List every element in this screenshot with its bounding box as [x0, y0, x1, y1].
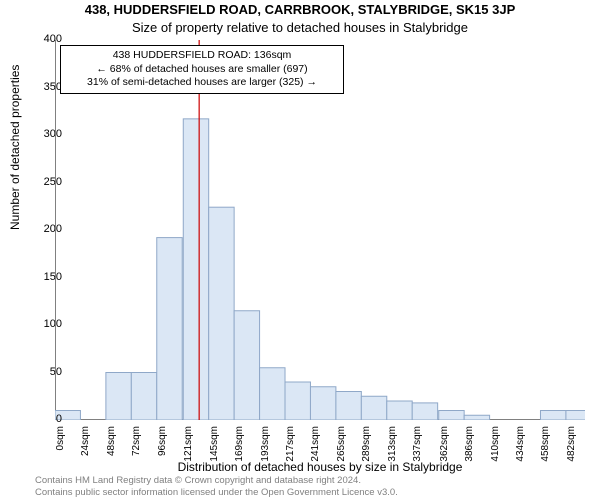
page-title: 438, HUDDERSFIELD ROAD, CARRBROOK, STALY… [0, 2, 600, 17]
chart-subtitle: Size of property relative to detached ho… [0, 20, 600, 35]
y-tick-label: 200 [32, 223, 62, 235]
footer-attribution: Contains HM Land Registry data © Crown c… [35, 475, 398, 498]
y-tick-label: 250 [32, 176, 62, 188]
y-tick-label: 100 [32, 318, 62, 330]
footer-line-2: Contains public sector information licen… [35, 487, 398, 498]
y-axis-label: Number of detached properties [8, 65, 22, 230]
footer-line-1: Contains HM Land Registry data © Crown c… [35, 475, 398, 486]
y-tick-label: 400 [32, 33, 62, 45]
histogram-plot [55, 40, 585, 420]
annotation-box: 438 HUDDERSFIELD ROAD: 136sqm ← 68% of d… [60, 45, 344, 94]
y-tick-label: 0 [32, 413, 62, 425]
y-tick-label: 50 [32, 366, 62, 378]
annotation-line-3: 31% of semi-detached houses are larger (… [67, 76, 337, 90]
y-tick-label: 300 [32, 128, 62, 140]
x-axis-label: Distribution of detached houses by size … [55, 460, 585, 474]
annotation-line-2: ← 68% of detached houses are smaller (69… [67, 63, 337, 77]
annotation-line-1: 438 HUDDERSFIELD ROAD: 136sqm [67, 49, 337, 63]
y-tick-label: 150 [32, 271, 62, 283]
chart-container: 438, HUDDERSFIELD ROAD, CARRBROOK, STALY… [0, 0, 600, 500]
y-tick-label: 350 [32, 81, 62, 93]
chart-area [55, 40, 585, 420]
